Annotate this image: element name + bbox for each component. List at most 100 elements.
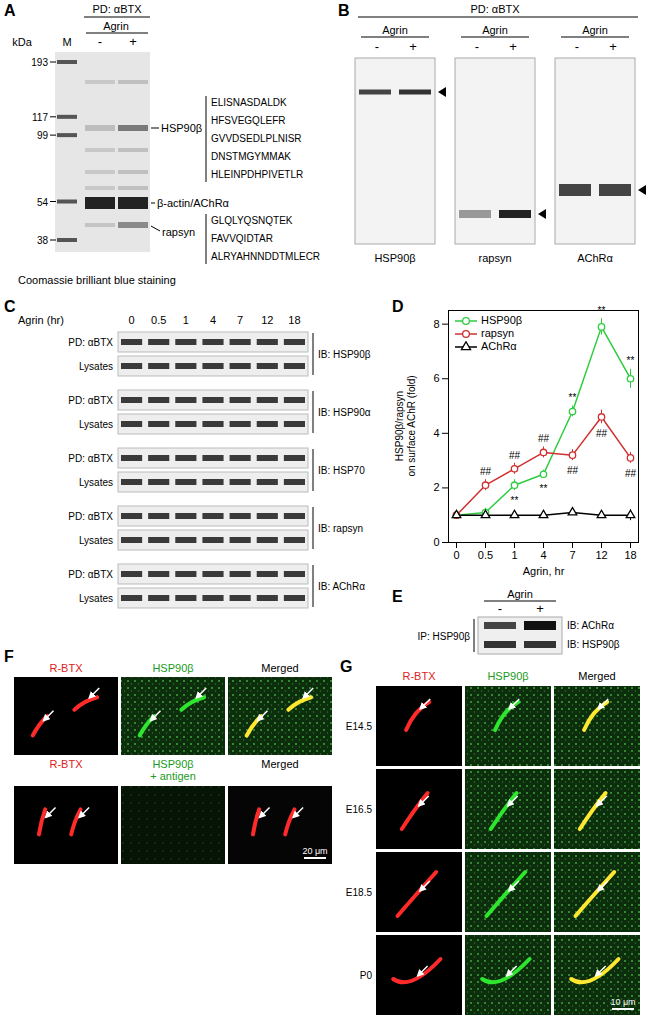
svg-text:HSP90β/rapsyn: HSP90β/rapsyn bbox=[394, 391, 405, 461]
svg-text:Coomassie brilliant blue stain: Coomassie brilliant blue staining bbox=[18, 274, 176, 286]
svg-text:HSP90β: HSP90β bbox=[161, 122, 202, 134]
svg-text:IB: HSP90β: IB: HSP90β bbox=[318, 349, 371, 360]
svg-text:Agrin: Agrin bbox=[482, 24, 508, 36]
svg-text:0: 0 bbox=[129, 314, 135, 326]
svg-text:β-actin/AChRα: β-actin/AChRα bbox=[157, 197, 230, 209]
svg-text:HSP90β: HSP90β bbox=[374, 252, 415, 264]
svg-text:DNSTMGYMMAK: DNSTMGYMMAK bbox=[211, 151, 291, 162]
svg-text:IB: AChRα: IB: AChRα bbox=[567, 620, 614, 631]
svg-text:rapsyn: rapsyn bbox=[162, 226, 195, 238]
svg-text:7: 7 bbox=[237, 314, 243, 326]
svg-text:IB: HSP70: IB: HSP70 bbox=[318, 465, 365, 476]
svg-text:HSP90β: HSP90β bbox=[487, 670, 528, 682]
svg-text:kDa: kDa bbox=[12, 36, 32, 48]
svg-text:-: - bbox=[575, 39, 579, 54]
svg-text:Lysates: Lysates bbox=[79, 361, 113, 372]
svg-text:ELISNASDALDK: ELISNASDALDK bbox=[211, 97, 287, 108]
svg-text:Agrin (hr): Agrin (hr) bbox=[18, 314, 64, 326]
svg-text:4: 4 bbox=[433, 427, 439, 439]
svg-text:IB: AChRα: IB: AChRα bbox=[318, 581, 365, 592]
svg-text:R-BTX: R-BTX bbox=[50, 758, 84, 770]
svg-text:+: + bbox=[509, 39, 517, 54]
svg-text:GVVDSEDLPLNISR: GVVDSEDLPLNISR bbox=[211, 133, 302, 144]
svg-text:193: 193 bbox=[31, 57, 48, 68]
svg-text:##: ## bbox=[480, 466, 492, 477]
svg-text:-: - bbox=[375, 39, 379, 54]
svg-text:rapsyn: rapsyn bbox=[478, 252, 511, 264]
svg-text:C: C bbox=[4, 298, 16, 315]
svg-text:10 μm: 10 μm bbox=[610, 997, 635, 1007]
svg-text:HLEINPDHPIVETLR: HLEINPDHPIVETLR bbox=[211, 169, 303, 180]
svg-text:E14.5: E14.5 bbox=[346, 721, 373, 732]
svg-text:**: ** bbox=[627, 355, 635, 366]
svg-text:99: 99 bbox=[37, 130, 49, 141]
svg-text:##: ## bbox=[567, 465, 579, 476]
svg-text:M: M bbox=[62, 36, 71, 48]
svg-text:A: A bbox=[4, 2, 16, 19]
svg-text:-: - bbox=[98, 34, 102, 49]
svg-text:**: ** bbox=[540, 483, 548, 494]
svg-text:Agrin, hr: Agrin, hr bbox=[523, 565, 565, 577]
svg-text:0: 0 bbox=[453, 549, 459, 561]
svg-text:FAVVQIDTAR: FAVVQIDTAR bbox=[211, 233, 273, 244]
svg-text:IB: HSP90β: IB: HSP90β bbox=[567, 639, 620, 650]
svg-text:G: G bbox=[340, 658, 352, 675]
svg-text:6: 6 bbox=[433, 372, 439, 384]
svg-text:8: 8 bbox=[433, 318, 439, 330]
svg-text:Merged: Merged bbox=[261, 758, 298, 770]
svg-text:IB: HSP90α: IB: HSP90α bbox=[318, 407, 371, 418]
svg-text:##: ## bbox=[625, 468, 637, 479]
svg-text:1: 1 bbox=[511, 549, 517, 561]
svg-text:-: - bbox=[498, 601, 502, 616]
svg-text:**: ** bbox=[511, 495, 519, 506]
svg-text:117: 117 bbox=[32, 112, 48, 123]
svg-text:Lysates: Lysates bbox=[79, 477, 113, 488]
svg-text:54: 54 bbox=[37, 197, 49, 208]
svg-text:1: 1 bbox=[183, 314, 189, 326]
svg-text:E18.5: E18.5 bbox=[346, 887, 373, 898]
svg-text:PD: αBTX: PD: αBTX bbox=[92, 3, 142, 15]
svg-text:7: 7 bbox=[569, 549, 575, 561]
svg-text:Merged: Merged bbox=[261, 662, 298, 674]
svg-text:##: ## bbox=[509, 450, 521, 461]
svg-text:+: + bbox=[129, 34, 137, 49]
svg-text:IP: HSP90β: IP: HSP90β bbox=[418, 631, 471, 642]
svg-text:GLQLYQSNQTEK: GLQLYQSNQTEK bbox=[211, 215, 293, 226]
svg-text:##: ## bbox=[538, 433, 550, 444]
svg-text:Agrin: Agrin bbox=[103, 20, 129, 32]
svg-text:Lysates: Lysates bbox=[79, 593, 113, 604]
svg-text:+: + bbox=[536, 601, 544, 616]
svg-text:0.5: 0.5 bbox=[478, 549, 493, 561]
svg-text:Merged: Merged bbox=[578, 670, 615, 682]
svg-text:P0: P0 bbox=[360, 970, 373, 981]
svg-text:0: 0 bbox=[433, 536, 439, 548]
svg-text:-: - bbox=[475, 39, 479, 54]
svg-text:18: 18 bbox=[624, 549, 636, 561]
svg-text:HFSVEGQLEFR: HFSVEGQLEFR bbox=[211, 115, 285, 126]
svg-text:4: 4 bbox=[210, 314, 216, 326]
svg-text:+: + bbox=[409, 39, 417, 54]
svg-text:PD: αBTX: PD: αBTX bbox=[68, 453, 113, 464]
svg-text:12: 12 bbox=[595, 549, 607, 561]
svg-text:**: ** bbox=[569, 392, 577, 403]
svg-text:PD: αBTX: PD: αBTX bbox=[470, 3, 520, 15]
svg-text:**: ** bbox=[598, 305, 606, 316]
svg-text:on surface AChR (fold): on surface AChR (fold) bbox=[406, 375, 417, 476]
svg-text:E16.5: E16.5 bbox=[346, 804, 373, 815]
svg-text:Lysates: Lysates bbox=[79, 419, 113, 430]
svg-text:12: 12 bbox=[261, 314, 273, 326]
svg-text:HSP90β+ antigen: HSP90β+ antigen bbox=[150, 758, 196, 782]
svg-text:0.5: 0.5 bbox=[151, 314, 166, 326]
svg-text:4: 4 bbox=[540, 549, 546, 561]
svg-text:Agrin: Agrin bbox=[582, 24, 608, 36]
svg-text:PD: αBTX: PD: αBTX bbox=[68, 511, 113, 522]
svg-text:PD: αBTX: PD: αBTX bbox=[68, 395, 113, 406]
svg-text:20 μm: 20 μm bbox=[302, 846, 327, 856]
svg-text:R-BTX: R-BTX bbox=[50, 662, 84, 674]
svg-text:PD: αBTX: PD: αBTX bbox=[68, 337, 113, 348]
svg-text:+: + bbox=[609, 39, 617, 54]
svg-text:2: 2 bbox=[433, 481, 439, 493]
svg-text:PD: αBTX: PD: αBTX bbox=[68, 569, 113, 580]
svg-text:Agrin: Agrin bbox=[382, 24, 408, 36]
svg-text:E: E bbox=[392, 588, 403, 605]
